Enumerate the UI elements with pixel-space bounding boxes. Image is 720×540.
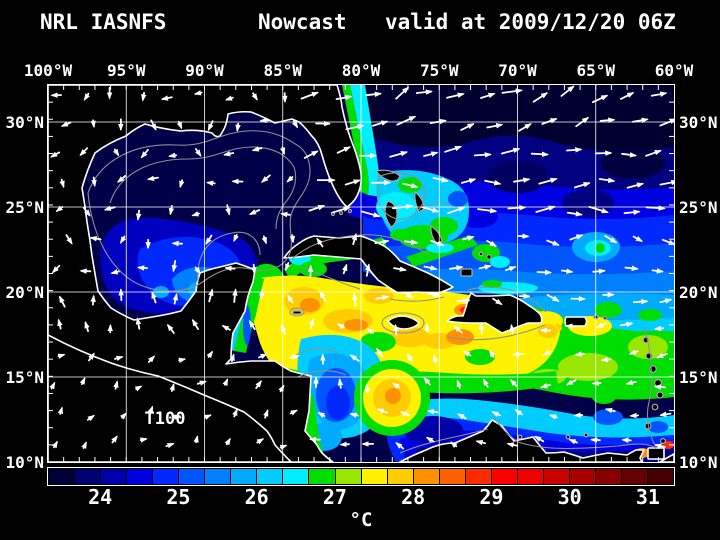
lat-label: 25°N: [679, 198, 718, 217]
colorbar-tick-label: 24: [88, 485, 113, 509]
colorbar-cell: [413, 469, 439, 484]
colorbar-cell: [101, 469, 127, 484]
colorbar-tick-label: 29: [479, 485, 504, 509]
land-south-america: [399, 419, 645, 462]
colorbar-tick-label: 28: [401, 485, 426, 509]
lon-label: 70°W: [498, 61, 537, 80]
land-trinidad: [647, 447, 665, 460]
colorbar-cell: [622, 469, 648, 484]
colorbar-cell: [309, 469, 335, 484]
lat-label: 10°N: [5, 453, 44, 472]
colorbar-cell: [465, 469, 491, 484]
colorbar-cell: [439, 469, 465, 484]
lon-label: 85°W: [263, 61, 303, 80]
colorbar-tick-label: 27: [322, 485, 347, 509]
colorbar: [47, 467, 675, 486]
lat-label: 20°N: [5, 283, 44, 302]
colorbar-cell: [569, 469, 595, 484]
title-model: NRL IASNFS: [40, 10, 167, 34]
lat-label: 15°N: [679, 368, 718, 387]
lon-label: 60°W: [654, 61, 694, 80]
map-canvas: T100: [48, 85, 674, 462]
map-frame: T100: [47, 84, 675, 463]
colorbar-cell: [543, 469, 569, 484]
lat-label: 30°N: [5, 113, 44, 132]
lat-label: 15°N: [5, 368, 44, 387]
current-vectors: [49, 85, 674, 451]
colorbar-cell: [517, 469, 543, 484]
lon-label: 100°W: [23, 61, 73, 80]
colorbar-tick-label: 25: [166, 485, 191, 509]
lat-label: 10°N: [679, 453, 718, 472]
colorbar-tick-label: 30: [557, 485, 582, 509]
colorbar-cell: [231, 469, 257, 484]
bathymetry-contours: [87, 130, 657, 454]
colorbar-cell: [648, 469, 674, 484]
colorbar-cell: [335, 469, 361, 484]
lon-label: 90°W: [185, 61, 224, 80]
colorbar-cell: [49, 469, 75, 484]
colorbar-cell: [205, 469, 231, 484]
title-run-type: Nowcast: [258, 10, 347, 34]
land-orinoco-corner: [659, 453, 674, 462]
frame-ticks: [48, 85, 674, 462]
depth-label: T100: [145, 409, 186, 429]
lat-label: 30°N: [679, 113, 718, 132]
title-valid-time: valid at 2009/12/20 06Z: [385, 10, 676, 34]
lat-label: 20°N: [679, 283, 718, 302]
colorbar-cell: [595, 469, 622, 484]
lon-label: 80°W: [341, 61, 381, 80]
colorbar-unit: °C: [349, 509, 373, 531]
lon-label: 65°W: [576, 61, 616, 80]
colorbar-cell: [153, 469, 179, 484]
colorbar-cell: [387, 469, 413, 484]
colorbar-cell: [283, 469, 309, 484]
land-puerto-rico: [564, 316, 588, 327]
lat-label: 25°N: [5, 198, 44, 217]
colorbar-cell: [75, 469, 101, 484]
colorbar-tick-label: 31: [635, 485, 660, 509]
lon-label: 95°W: [106, 61, 146, 80]
colorbar-cell: [179, 469, 205, 484]
colorbar-cell: [127, 469, 153, 484]
colorbar-tick-label: 26: [244, 485, 269, 509]
colorbar-cell: [361, 469, 387, 484]
lon-label: 75°W: [419, 61, 459, 80]
colorbar-cell: [491, 469, 517, 484]
pacific-coastline: [48, 334, 292, 462]
colorbar-cell: [257, 469, 283, 484]
